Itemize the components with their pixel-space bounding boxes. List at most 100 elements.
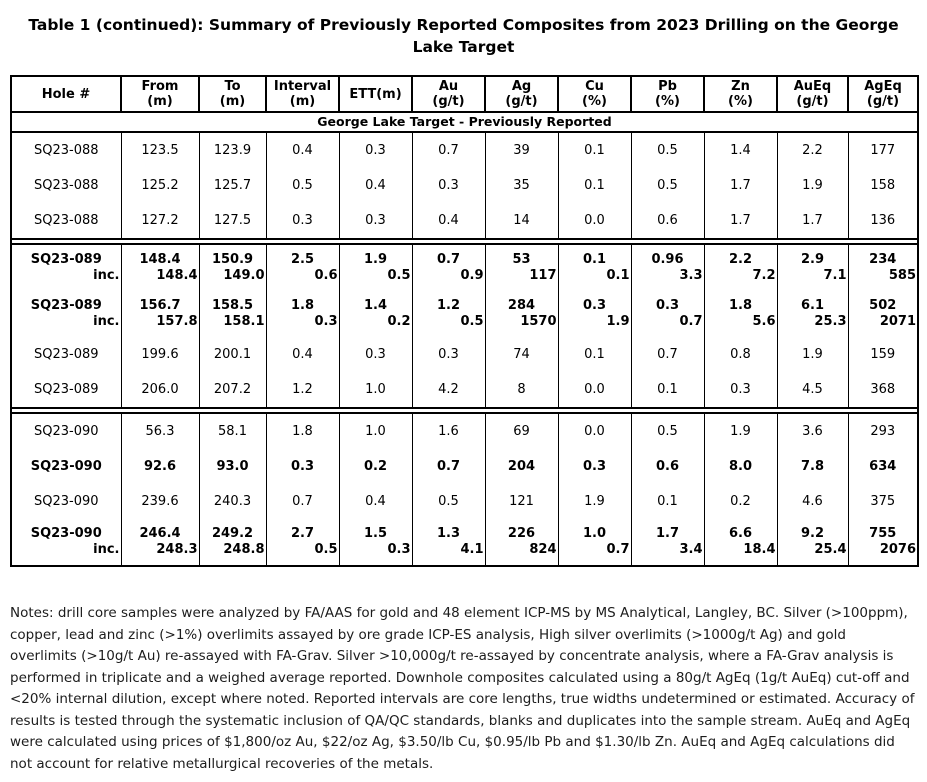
- cell-value: 1.4 0.2: [338, 291, 413, 337]
- section-header: George Lake Target - Previously Reported: [10, 111, 919, 133]
- composite-value: 6.6: [728, 526, 753, 541]
- cell-hole-id: SQ23-089 inc.: [10, 291, 122, 337]
- hole-id: SQ23-089: [30, 252, 102, 267]
- hole-id: SQ23-088: [33, 212, 99, 228]
- composite-value: 1.3: [436, 526, 461, 541]
- composite-value: 0.3: [730, 381, 751, 397]
- composite-value: 1.4: [730, 142, 751, 158]
- composite-value: 0.2: [730, 493, 751, 509]
- cell-value: 240.3: [198, 484, 267, 519]
- cell-hole-id: SQ23-090 inc.: [10, 519, 122, 566]
- cell-value: 0.7 0.9: [411, 244, 486, 291]
- composite-value: 56.3: [145, 423, 175, 439]
- composite-value: 74: [513, 346, 530, 362]
- composite-value: 158: [870, 177, 896, 193]
- hole-group: SQ23-090 56.3 58.1 1.8 1.0 1.6 69 0.0 0.5 1.9 3.6 2…: [10, 413, 919, 566]
- cell-value: 9.2 25.4: [776, 519, 849, 566]
- composite-value: 123.5: [141, 142, 179, 158]
- cell-value: 0.1: [557, 168, 632, 203]
- column-header-unit: (m): [147, 94, 173, 109]
- cell-value: 2.2: [776, 132, 849, 168]
- composite-value: 239.6: [141, 493, 179, 509]
- section-header-row: George Lake Target - Previously Reported: [10, 111, 919, 133]
- composite-value: 0.4: [292, 346, 313, 362]
- hole-id: SQ23-088: [33, 142, 99, 158]
- composite-value: 4.6: [802, 493, 823, 509]
- column-header-label: Ag: [511, 79, 532, 94]
- composite-value: 200.1: [213, 346, 252, 362]
- column-header-label: Interval: [273, 79, 332, 94]
- column-header-unit: (g/t): [505, 94, 538, 109]
- composite-value: 1.9: [802, 177, 823, 193]
- cell-hole-id: SQ23-089: [10, 337, 122, 372]
- inc-label: inc.: [93, 314, 120, 329]
- hole-id: SQ23-089: [30, 298, 102, 313]
- cell-value: 8.0: [703, 449, 778, 484]
- column-header: Ag (g/t): [484, 75, 559, 113]
- cell-hole-id: SQ23-088: [10, 132, 122, 168]
- cell-value: 3.6: [776, 413, 849, 449]
- group-separator: [11, 407, 918, 414]
- table-title: Table 1 (continued): Summary of Previous…: [28, 16, 899, 56]
- column-header: AgEq (g/t): [847, 75, 919, 113]
- composite-value: 1.5: [363, 526, 388, 541]
- cell-value: 0.5: [411, 484, 486, 519]
- composite-value: 127.2: [141, 212, 179, 228]
- cell-value: 0.3: [265, 203, 340, 239]
- composite-value: 284: [507, 298, 536, 313]
- cell-value: 0.7: [411, 449, 486, 484]
- group-separator-line: [11, 238, 918, 245]
- column-header: Cu (%): [557, 75, 632, 113]
- composite-value: 92.6: [143, 458, 177, 474]
- composite-value: 204: [507, 458, 536, 474]
- cell-value: 0.5: [630, 132, 705, 168]
- cell-value: 0.0: [557, 203, 632, 239]
- composite-value: 0.3: [365, 212, 386, 228]
- cell-value: 1.2 0.5: [411, 291, 486, 337]
- composite-value: 14: [513, 212, 530, 228]
- cell-value: 0.4: [338, 484, 413, 519]
- cell-value: 0.3: [338, 337, 413, 372]
- inc-value: 248.8: [223, 542, 265, 557]
- hole-id: SQ23-089: [33, 346, 99, 362]
- composite-value: 8.0: [728, 458, 753, 474]
- composite-value: 375: [870, 493, 896, 509]
- cell-value: 0.6: [630, 203, 705, 239]
- inc-value: 0.6: [314, 268, 338, 283]
- inc-label: inc.: [93, 268, 120, 283]
- composite-value: 121: [509, 493, 534, 509]
- composite-value: 0.0: [584, 423, 605, 439]
- cell-value: 1.8 0.3: [265, 291, 340, 337]
- cell-hole-id: SQ23-089: [10, 372, 122, 408]
- cell-value: 0.3 1.9: [557, 291, 632, 337]
- composite-value: 150.9: [211, 252, 254, 267]
- cell-value: 158: [847, 168, 919, 203]
- cell-value: 1.9: [776, 168, 849, 203]
- column-header-label: Au: [438, 79, 459, 94]
- inc-value: 18.4: [743, 542, 776, 557]
- cell-value: 293: [847, 413, 919, 449]
- composite-value: 0.3: [365, 142, 386, 158]
- cell-value: 234 585: [847, 244, 919, 291]
- column-header-unit: (m): [289, 94, 316, 109]
- notes-paragraph: Notes: drill core samples were analyzed …: [10, 605, 915, 772]
- cell-value: 0.5: [630, 413, 705, 449]
- cell-value: 239.6: [120, 484, 200, 519]
- composite-value: 0.3: [582, 298, 607, 313]
- inc-value: 149.0: [223, 268, 265, 283]
- inc-value: 3.3: [679, 268, 703, 283]
- cell-hole-id: SQ23-089 inc.: [10, 244, 122, 291]
- column-header-label: Cu: [585, 79, 604, 94]
- composite-value: 0.7: [436, 252, 461, 267]
- table-header: Hole # From (m) To (m) Interval (m) ETT(m) Au (g/…: [10, 75, 919, 113]
- column-header-label: From: [141, 79, 179, 94]
- composite-value: 240.3: [213, 493, 252, 509]
- composite-value: 1.2: [436, 298, 461, 313]
- composite-value: 0.0: [584, 381, 605, 397]
- composite-value: 1.8: [290, 298, 315, 313]
- cell-value: 123.5: [120, 132, 200, 168]
- cell-value: 0.2: [338, 449, 413, 484]
- column-header: Interval (m): [265, 75, 340, 113]
- composite-value: 0.1: [582, 252, 607, 267]
